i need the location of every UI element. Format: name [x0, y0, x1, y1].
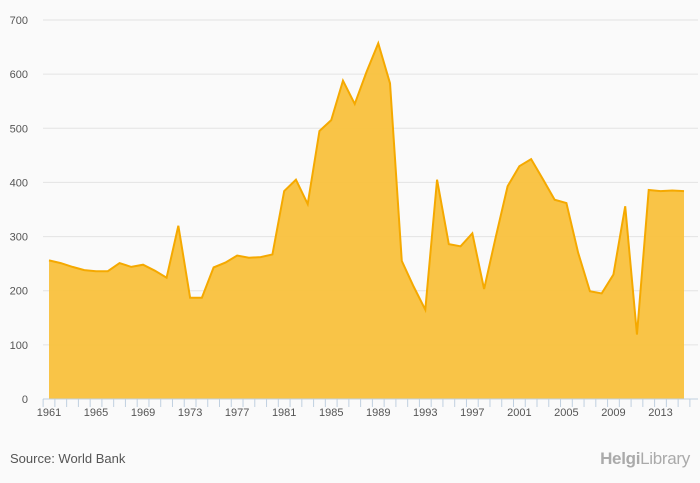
y-tick-label: 300: [10, 232, 28, 244]
y-tick-label: 600: [10, 69, 28, 81]
x-tick-label: 1985: [319, 407, 343, 419]
x-tick-label: 1969: [131, 407, 155, 419]
x-tick-label: 1965: [84, 407, 108, 419]
x-tick-label: 1981: [272, 407, 296, 419]
logo-rest: Library: [640, 449, 690, 468]
x-tick-label: 2013: [648, 407, 672, 419]
x-tick-label: 1961: [37, 407, 61, 419]
logo-bold: Helgi: [600, 449, 641, 468]
x-tick-label: 2001: [507, 407, 531, 419]
y-tick-label: 500: [10, 123, 28, 135]
y-tick-label: 200: [10, 286, 28, 298]
area-chart: 0 100 200 300 400 500 600 700 1961 1965 1969 1973 19…: [10, 15, 698, 419]
area-fill: [49, 43, 684, 399]
x-tick-label: 2009: [601, 407, 625, 419]
helgi-library-logo[interactable]: HelgiLibrary: [600, 449, 690, 469]
x-tick-label: 1989: [366, 407, 390, 419]
y-tick-label: 100: [10, 340, 28, 352]
source-label: Source: World Bank: [10, 451, 126, 466]
x-tick-label: 1997: [460, 407, 484, 419]
x-tick-label: 2005: [554, 407, 578, 419]
y-tick-label: 700: [10, 15, 28, 27]
x-tick-label: 1977: [225, 407, 249, 419]
series-line: [48, 40, 685, 335]
y-tick-label: 400: [10, 177, 28, 189]
x-tick-label: 1973: [178, 407, 202, 419]
y-tick-label: 0: [22, 394, 28, 406]
x-tick-label: 1993: [413, 407, 437, 419]
